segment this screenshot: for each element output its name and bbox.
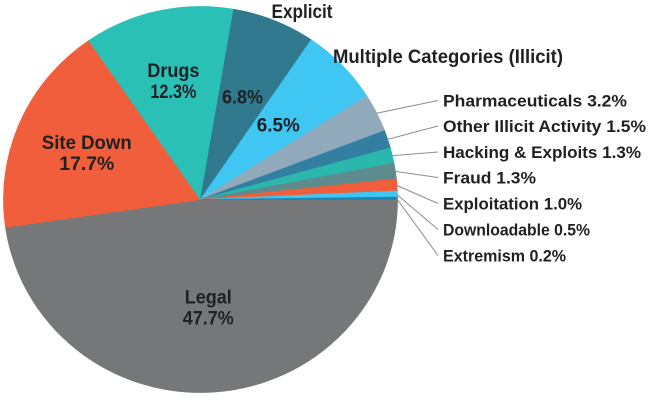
slice-pct-drugs: 12.3% [150, 82, 196, 103]
slice-label-fraud: Fraud 1.3% [443, 169, 536, 188]
slice-label-pharmaceuticals: Pharmaceuticals 3.2% [443, 92, 627, 111]
leader-line-extremism [396, 198, 439, 256]
slice-name-drugs: Drugs [147, 61, 199, 82]
slice-label-extremism: Extremism 0.2% [443, 247, 566, 266]
slice-pct-multiple-categories-illicit: 6.5% [257, 116, 300, 137]
slice-label-hacking-exploits: Hacking & Exploits 1.3% [443, 143, 641, 162]
pie-slice-legal [5, 199, 398, 393]
slice-label-exploitation: Exploitation 1.0% [443, 195, 582, 214]
leader-line-exploitation [395, 184, 439, 204]
slice-pct-explicit: 6.8% [222, 88, 263, 109]
slice-pct-legal: 47.7% [183, 308, 234, 329]
slice-name-site-down: Site Down [42, 133, 132, 154]
leader-line-downloadable [396, 193, 439, 230]
slice-name-multiple-categories-illicit: Multiple Categories (Illicit) [333, 47, 563, 68]
slice-pct-site-down: 17.7% [59, 154, 114, 175]
leader-line-other-illicit-activity [386, 125, 439, 141]
slice-label-downloadable: Downloadable 0.5% [443, 221, 590, 240]
pie-slice-drugs [88, 6, 235, 201]
slice-name-legal: Legal [185, 287, 232, 308]
leader-line-pharmaceuticals [375, 100, 439, 114]
leader-line-hacking-exploits [391, 151, 439, 157]
slice-label-other-illicit-activity: Other Illicit Activity 1.5% [443, 117, 646, 136]
slice-name-explicit: Explicit [272, 2, 334, 23]
pie-slice-site-down [3, 40, 202, 228]
leader-line-fraud [394, 170, 439, 178]
